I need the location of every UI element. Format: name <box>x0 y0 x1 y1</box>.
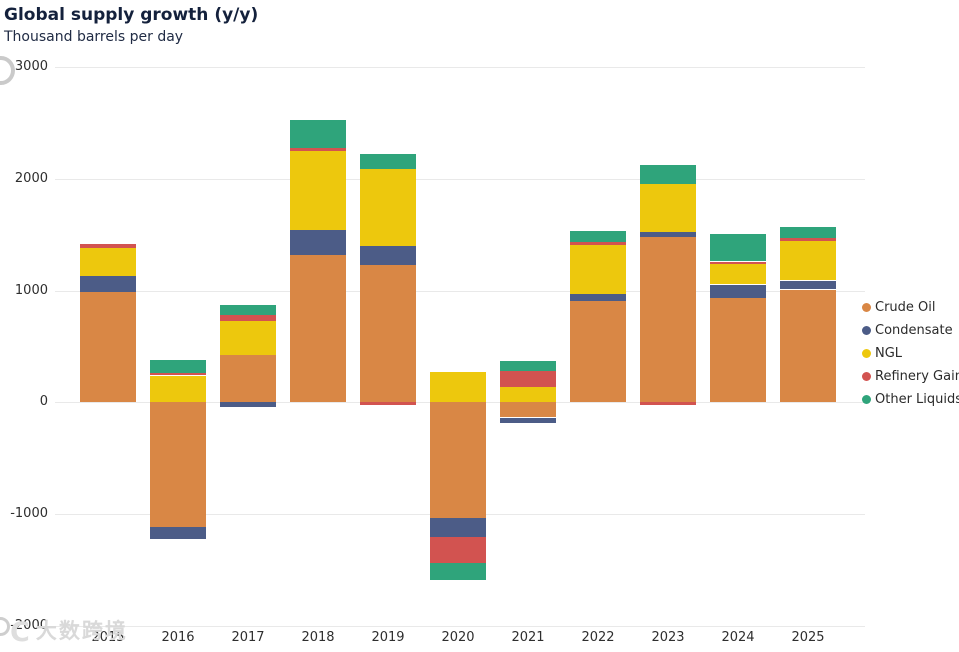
bar-segment-other-liquids-2022[interactable] <box>570 230 626 242</box>
legend-item-crude-oil[interactable]: Crude Oil <box>862 296 959 319</box>
bar-segment-condensate-2022[interactable] <box>570 294 626 301</box>
x-axis-tick-label: 2019 <box>371 630 405 645</box>
bar-segment-ngl-2022[interactable] <box>570 244 626 294</box>
bar-segment-crude-oil-2017[interactable] <box>220 355 276 403</box>
x-axis-tick-label: 2025 <box>791 630 825 645</box>
bar-segment-ngl-2017[interactable] <box>220 321 276 356</box>
bar-segment-other-liquids-2023[interactable] <box>640 165 696 185</box>
gridline-2000 <box>55 179 865 180</box>
bar-segment-condensate-2024[interactable] <box>710 284 766 298</box>
bar-segment-crude-oil-2019[interactable] <box>360 265 416 403</box>
chart-title: Global supply growth (y/y) <box>4 5 259 25</box>
legend-dot-icon <box>862 372 871 381</box>
bar-segment-ngl-2024[interactable] <box>710 264 766 285</box>
bar-segment-refinery-gains-2019[interactable] <box>360 402 416 406</box>
bar-segment-crude-oil-2015[interactable] <box>80 292 136 403</box>
y-axis-tick-label: -1000 <box>10 506 48 521</box>
legend-label: NGL <box>875 346 903 361</box>
bar-segment-refinery-gains-2023[interactable] <box>640 402 696 406</box>
legend-label: Crude Oil <box>875 300 936 315</box>
x-axis-tick-label: 2018 <box>301 630 335 645</box>
bar-segment-refinery-gains-2021[interactable] <box>500 371 556 388</box>
bar-segment-refinery-gains-2016[interactable] <box>150 373 206 376</box>
bar-segment-other-liquids-2016[interactable] <box>150 359 206 374</box>
legend-dot-icon <box>862 303 871 312</box>
legend-label: Refinery Gains <box>875 369 959 384</box>
bar-segment-refinery-gains-2022[interactable] <box>570 242 626 245</box>
y-axis-tick-label: 3000 <box>14 59 48 74</box>
bar-segment-crude-oil-2025[interactable] <box>780 289 836 403</box>
legend-label: Condensate <box>875 323 953 338</box>
bar-segment-crude-oil-2020[interactable] <box>430 402 486 519</box>
watermark-ring-icon <box>0 56 15 85</box>
gridline--2000 <box>55 626 865 627</box>
bar-segment-crude-oil-2022[interactable] <box>570 300 626 403</box>
bar-segment-ngl-2019[interactable] <box>360 168 416 247</box>
y-axis-tick-label: 1000 <box>14 283 48 298</box>
legend-dot-icon <box>862 326 871 335</box>
legend-item-other-liquids[interactable]: Other Liquids <box>862 388 959 411</box>
legend-dot-icon <box>862 395 871 404</box>
bar-segment-refinery-gains-2017[interactable] <box>220 314 276 322</box>
bar-segment-condensate-2015[interactable] <box>80 276 136 293</box>
bar-segment-refinery-gains-2018[interactable] <box>290 148 346 151</box>
bar-segment-crude-oil-2021[interactable] <box>500 402 556 418</box>
gridline-3000 <box>55 67 865 68</box>
x-axis-tick-label: 2015 <box>91 630 125 645</box>
x-axis-tick-label: 2021 <box>511 630 545 645</box>
bar-segment-crude-oil-2023[interactable] <box>640 236 696 403</box>
bar-segment-ngl-2018[interactable] <box>290 150 346 230</box>
y-axis-tick-label: 0 <box>39 394 48 409</box>
bar-segment-other-liquids-2020[interactable] <box>430 562 486 580</box>
bar-segment-condensate-2019[interactable] <box>360 246 416 266</box>
bar-segment-other-liquids-2025[interactable] <box>780 226 836 239</box>
x-axis-tick-label: 2017 <box>231 630 265 645</box>
bar-segment-other-liquids-2019[interactable] <box>360 153 416 169</box>
bar-segment-condensate-2020[interactable] <box>430 518 486 538</box>
bar-segment-condensate-2023[interactable] <box>640 231 696 237</box>
bar-segment-condensate-2016[interactable] <box>150 527 206 540</box>
bar-segment-ngl-2020[interactable] <box>430 371 486 403</box>
bar-segment-condensate-2021[interactable] <box>500 417 556 423</box>
x-axis-tick-label: 2024 <box>721 630 755 645</box>
bar-segment-crude-oil-2024[interactable] <box>710 297 766 403</box>
y-axis-tick-label: 2000 <box>14 171 48 186</box>
bar-segment-crude-oil-2018[interactable] <box>290 255 346 403</box>
x-axis-tick-label: 2022 <box>581 630 615 645</box>
legend: Crude Oil Condensate NGL Refinery Gains Othe… <box>862 296 959 411</box>
y-axis-tick-label: -2000 <box>10 618 48 633</box>
bar-segment-other-liquids-2017[interactable] <box>220 305 276 315</box>
bar-segment-ngl-2015[interactable] <box>80 247 136 277</box>
bar-segment-condensate-2017[interactable] <box>220 402 276 408</box>
bar-segment-ngl-2021[interactable] <box>500 387 556 403</box>
bar-segment-crude-oil-2016[interactable] <box>150 402 206 528</box>
legend-item-condensate[interactable]: Condensate <box>862 319 959 342</box>
legend-item-ngl[interactable]: NGL <box>862 342 959 365</box>
bar-segment-condensate-2018[interactable] <box>290 229 346 256</box>
bar-segment-ngl-2023[interactable] <box>640 184 696 232</box>
bar-segment-refinery-gains-2025[interactable] <box>780 238 836 241</box>
x-axis-tick-label: 2016 <box>161 630 195 645</box>
bar-segment-condensate-2025[interactable] <box>780 280 836 290</box>
chart-subtitle: Thousand barrels per day <box>4 29 184 45</box>
x-axis-tick-label: 2023 <box>651 630 685 645</box>
legend-item-refinery-gains[interactable]: Refinery Gains <box>862 365 959 388</box>
bar-segment-other-liquids-2024[interactable] <box>710 233 766 262</box>
bar-segment-other-liquids-2021[interactable] <box>500 360 556 372</box>
bar-segment-refinery-gains-2020[interactable] <box>430 537 486 563</box>
x-axis-tick-label: 2020 <box>441 630 475 645</box>
watermark-ring-icon <box>0 617 10 636</box>
bar-segment-ngl-2025[interactable] <box>780 240 836 281</box>
gridline-1000 <box>55 291 865 292</box>
bar-segment-refinery-gains-2015[interactable] <box>80 244 136 248</box>
bar-segment-ngl-2016[interactable] <box>150 375 206 403</box>
bar-segment-other-liquids-2018[interactable] <box>290 120 346 149</box>
legend-label: Other Liquids <box>875 392 959 407</box>
bar-segment-refinery-gains-2024[interactable] <box>710 261 766 265</box>
legend-dot-icon <box>862 349 871 358</box>
